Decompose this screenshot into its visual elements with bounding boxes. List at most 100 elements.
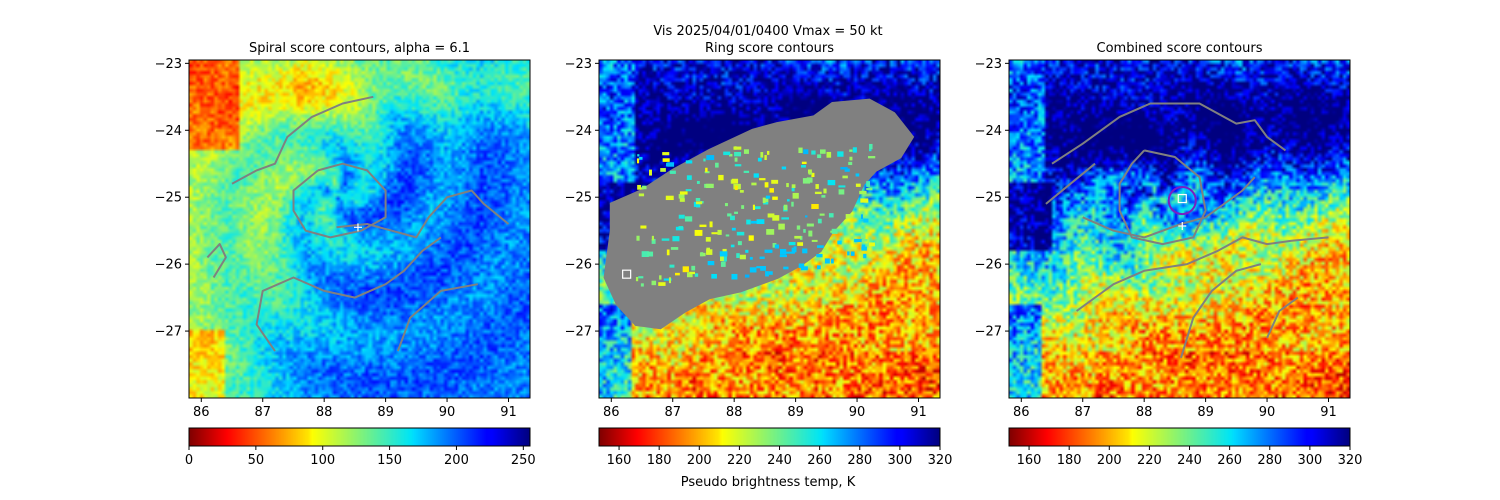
- mask-hole: [641, 251, 649, 258]
- mask-hole: [772, 243, 777, 248]
- mask-hole: [806, 223, 814, 227]
- mask-hole: [819, 213, 825, 216]
- y-tick-label: −27: [565, 325, 592, 340]
- mask-hole: [861, 246, 867, 251]
- mask-hole: [868, 149, 872, 152]
- mask-hole: [860, 214, 864, 219]
- mask-hole: [666, 162, 673, 167]
- center-ring: [1167, 186, 1197, 216]
- x-tick-label: 86: [193, 405, 210, 420]
- x-tick-label: 86: [1013, 405, 1030, 420]
- mask-hole: [661, 238, 670, 241]
- mask-hole: [786, 251, 794, 254]
- x-tick-label: 89: [787, 405, 804, 420]
- mask-hole: [794, 235, 801, 239]
- mask-hole: [720, 256, 724, 262]
- mask-hole: [729, 153, 733, 157]
- y-tick-label: −26: [565, 258, 592, 273]
- center-square-marker: [622, 269, 632, 279]
- mask-hole: [811, 172, 815, 178]
- colorbar-tick-label: 260: [807, 453, 832, 468]
- colorbar-label: Pseudo brightness temp, K: [681, 475, 856, 490]
- mask-hole: [705, 167, 708, 172]
- mask-hole: [753, 173, 759, 178]
- mask-hole: [797, 242, 804, 246]
- colorbar-tick-label: 240: [1177, 453, 1202, 468]
- mask-hole: [686, 272, 693, 278]
- score-contour: [206, 243, 227, 279]
- mask-hole: [741, 205, 745, 209]
- mask-hole: [679, 191, 688, 195]
- ring-score-mask: [603, 98, 915, 330]
- mask-hole: [801, 165, 806, 168]
- mask-hole: [636, 235, 640, 241]
- mask-hole: [801, 161, 807, 165]
- mask-hole: [696, 180, 700, 184]
- mask-hole: [802, 178, 811, 184]
- mask-hole: [807, 169, 812, 174]
- mask-hole: [685, 189, 692, 192]
- colorbar-tick-label: 220: [1137, 453, 1162, 468]
- mask-hole: [772, 215, 780, 221]
- colorbar-tick-label: 0: [185, 453, 193, 468]
- y-tick-label: −24: [975, 124, 1002, 139]
- mask-hole: [779, 254, 787, 258]
- mask-hole: [727, 213, 732, 217]
- mask-hole: [638, 193, 645, 197]
- colorbar-tick-label: 160: [607, 453, 632, 468]
- mask-hole: [802, 248, 808, 254]
- colorbar-tick-label: 260: [1217, 453, 1242, 468]
- mask-hole: [640, 283, 644, 287]
- mask-hole: [830, 258, 834, 264]
- x-tick-label: 89: [1197, 405, 1214, 420]
- y-tick-label: −23: [565, 57, 592, 72]
- mask-hole: [852, 147, 857, 153]
- mask-hole: [847, 251, 850, 256]
- overlay-group: [1045, 102, 1329, 359]
- mask-hole: [705, 237, 711, 242]
- mask-hole: [666, 249, 670, 256]
- mask-hole: [659, 275, 662, 280]
- mask-hole: [649, 169, 652, 176]
- mask-hole: [824, 258, 830, 264]
- center-plus-marker: [353, 223, 362, 232]
- mask-hole: [817, 154, 822, 159]
- mask-hole: [838, 185, 846, 188]
- mask-hole: [711, 273, 717, 279]
- mask-hole: [862, 239, 868, 242]
- y-tick-label: −27: [975, 325, 1002, 340]
- mask-hole: [792, 192, 799, 199]
- mask-hole: [828, 213, 834, 218]
- mask-hole: [662, 152, 670, 156]
- mask-hole: [831, 228, 838, 234]
- mask-hole: [744, 274, 750, 278]
- mask-hole: [660, 168, 666, 172]
- y-tick-label: −23: [975, 57, 1002, 72]
- center-square-marker: [1177, 193, 1187, 204]
- x-tick-label: 90: [1259, 405, 1276, 420]
- mask-hole: [859, 190, 867, 195]
- mask-hole: [816, 254, 823, 258]
- mask-hole: [842, 175, 848, 179]
- mask-hole: [840, 167, 848, 170]
- mask-hole: [827, 179, 836, 186]
- x-tick-label: 90: [849, 405, 866, 420]
- overlay-group: [206, 95, 510, 352]
- mask-hole: [706, 155, 715, 161]
- colorbar-tick-label: 220: [727, 453, 752, 468]
- mask-hole: [749, 256, 753, 260]
- mask-hole: [764, 249, 773, 253]
- mask-hole: [725, 234, 730, 237]
- x-tick-label: 91: [1320, 405, 1337, 420]
- mask-hole: [734, 211, 738, 214]
- x-tick-label: 90: [439, 405, 456, 420]
- colorbar-tick-label: 300: [887, 453, 912, 468]
- mask-hole: [759, 256, 765, 260]
- mask-hole: [722, 256, 727, 262]
- mask-hole: [670, 247, 679, 250]
- colorbar-tick-label: 280: [847, 453, 872, 468]
- mask-hole: [668, 277, 672, 284]
- mask-hole: [756, 266, 762, 269]
- mask-hole: [796, 225, 801, 230]
- mask-hole: [760, 152, 764, 158]
